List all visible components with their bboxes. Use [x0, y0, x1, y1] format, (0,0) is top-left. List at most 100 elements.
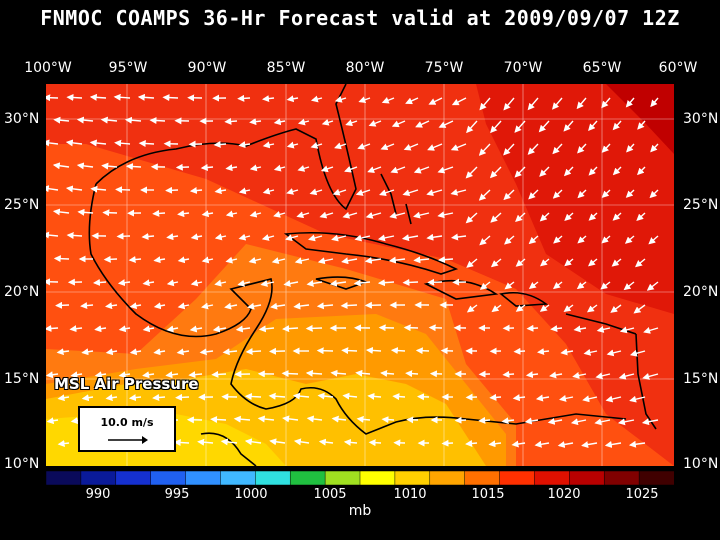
wind-arrow	[113, 93, 131, 101]
wind-arrow	[332, 188, 347, 196]
wind-arrow	[368, 120, 382, 127]
wind-arrow	[586, 304, 598, 313]
wind-arrow	[235, 325, 251, 333]
wind-arrow	[286, 141, 299, 149]
colorbar-tick: 1005	[313, 487, 347, 502]
wind-arrow	[582, 395, 598, 403]
wind-arrow	[286, 188, 299, 195]
wind-arrow	[377, 234, 395, 242]
wind-arrow	[415, 120, 430, 128]
colorbar	[46, 471, 674, 485]
lat-label: 30°N	[4, 111, 40, 127]
wind-arrow	[426, 233, 443, 241]
wind-arrow	[636, 212, 646, 221]
wind-arrow	[570, 418, 587, 426]
wind-arrow	[189, 325, 203, 333]
wind-arrow	[262, 187, 275, 195]
wind-arrow	[141, 233, 155, 240]
wind-arrow	[450, 188, 467, 196]
wind-arrow	[355, 369, 371, 377]
wind-arrow	[76, 162, 94, 170]
wind-arrow	[46, 324, 59, 332]
wind-arrow	[390, 166, 406, 174]
wind-arrow	[427, 143, 443, 151]
wind-arrow	[142, 371, 155, 379]
wind-arrow	[551, 97, 563, 110]
wind-arrow	[321, 118, 334, 126]
wind-arrow	[365, 212, 382, 219]
wind-arrow	[576, 97, 587, 110]
wind-arrow	[308, 234, 323, 242]
wind-arrow	[309, 188, 323, 196]
wind-arrow	[550, 325, 563, 333]
wind-arrow	[262, 95, 275, 103]
wind-arrow	[320, 165, 334, 173]
colorbar-swatch	[150, 471, 187, 485]
map-title: FNMOC COAMPS 36-Hr Forecast valid at 200…	[40, 6, 680, 30]
wind-arrow	[293, 438, 310, 446]
wind-arrow	[489, 166, 502, 179]
colorbar-swatch	[499, 471, 536, 485]
lon-label: 95°W	[108, 60, 148, 76]
wind-arrow	[535, 394, 550, 402]
wind-arrow	[220, 438, 238, 446]
colorbar-swatch	[569, 471, 605, 485]
wind-arrow	[81, 394, 94, 402]
wind-arrow	[451, 233, 467, 241]
wind-arrow	[52, 162, 70, 170]
lat-label: 15°N	[683, 371, 719, 387]
wind-arrow	[343, 438, 358, 446]
wind-arrow	[52, 208, 70, 216]
wind-arrow	[402, 189, 419, 197]
wind-arrow	[624, 235, 635, 244]
wind-arrow	[329, 279, 347, 287]
wind-arrow	[441, 439, 454, 447]
wind-arrow	[490, 120, 502, 134]
wind-arrow	[137, 93, 155, 101]
wind-arrow	[188, 371, 203, 379]
wind-arrow	[197, 438, 214, 446]
wind-arrow	[525, 371, 539, 379]
wind-arrow	[573, 325, 587, 333]
wind-arrow	[388, 256, 406, 264]
lat-label: 10°N	[683, 456, 719, 472]
lon-label: 75°W	[424, 60, 464, 76]
wind-arrow	[189, 187, 203, 195]
wind-arrow	[238, 141, 251, 149]
wind-arrow	[152, 209, 166, 217]
wind-arrow	[594, 418, 611, 426]
field-label: MSL Air Pressure	[54, 375, 199, 393]
wind-arrow	[65, 139, 83, 147]
wind-arrow	[89, 93, 107, 101]
wind-arrow	[540, 258, 550, 267]
wind-reference-key: 10.0 m/s	[78, 406, 176, 452]
wind-arrow	[262, 141, 275, 149]
wind-arrow	[90, 185, 107, 193]
wind-arrow	[601, 189, 611, 198]
lat-label: 20°N	[4, 284, 40, 300]
wind-arrow	[635, 258, 646, 268]
wind-arrow	[637, 166, 646, 176]
wind-arrow	[478, 416, 491, 424]
wind-arrow	[577, 189, 587, 199]
wind-arrow	[357, 143, 371, 150]
wind-arrow	[214, 279, 227, 287]
wind-arrow	[606, 349, 622, 357]
colorbar-swatch	[80, 471, 117, 485]
wind-arrow	[69, 325, 83, 333]
wind-arrow	[604, 441, 622, 448]
wind-arrow	[596, 325, 611, 333]
wind-arrow	[465, 166, 478, 179]
wind-arrow	[297, 118, 310, 126]
wind-arrow	[268, 392, 286, 400]
wind-arrow	[527, 97, 539, 111]
wind-arrow	[650, 143, 659, 153]
wind-arrow	[538, 120, 550, 133]
wind-arrow	[413, 211, 430, 219]
wind-arrow	[103, 255, 118, 263]
wind-arrow	[390, 347, 406, 355]
wind-arrow	[547, 417, 563, 425]
wind-arrow	[413, 166, 430, 174]
wind-arrow	[549, 371, 563, 379]
wind-arrow	[502, 370, 515, 378]
